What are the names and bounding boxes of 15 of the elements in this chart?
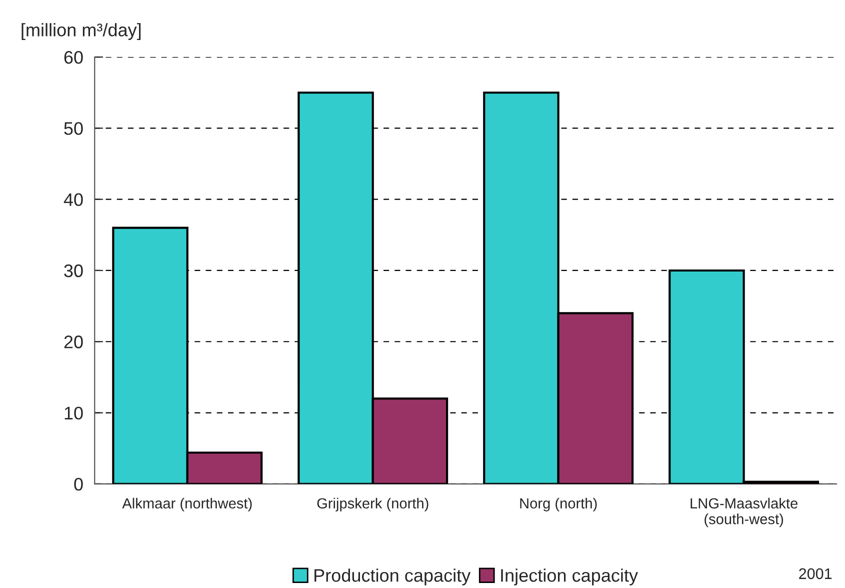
legend-label: Injection capacity: [501, 568, 638, 586]
y-axis-title: [million m³/day]: [22, 23, 141, 40]
y-tick-label: 40: [64, 193, 83, 206]
y-tick-label: 20: [64, 336, 83, 348]
legend-label: Production capacity: [314, 568, 471, 586]
x-tick-label: LNG-Maasvlakte (south-west): [690, 498, 798, 528]
y-tick-label: 10: [64, 406, 83, 420]
text: 2001: [799, 568, 832, 580]
x-tick-label: Alkmaar (northwest): [122, 498, 252, 512]
x-tick-label: Grijpskerk (north): [317, 498, 428, 512]
y-tick-label: 0: [74, 478, 83, 491]
y-tick-label: 60: [64, 50, 83, 64]
y-tick-label: 50: [64, 122, 83, 135]
x-tick-label: Norg (north): [520, 498, 597, 512]
y-tick-label: 30: [64, 264, 83, 278]
